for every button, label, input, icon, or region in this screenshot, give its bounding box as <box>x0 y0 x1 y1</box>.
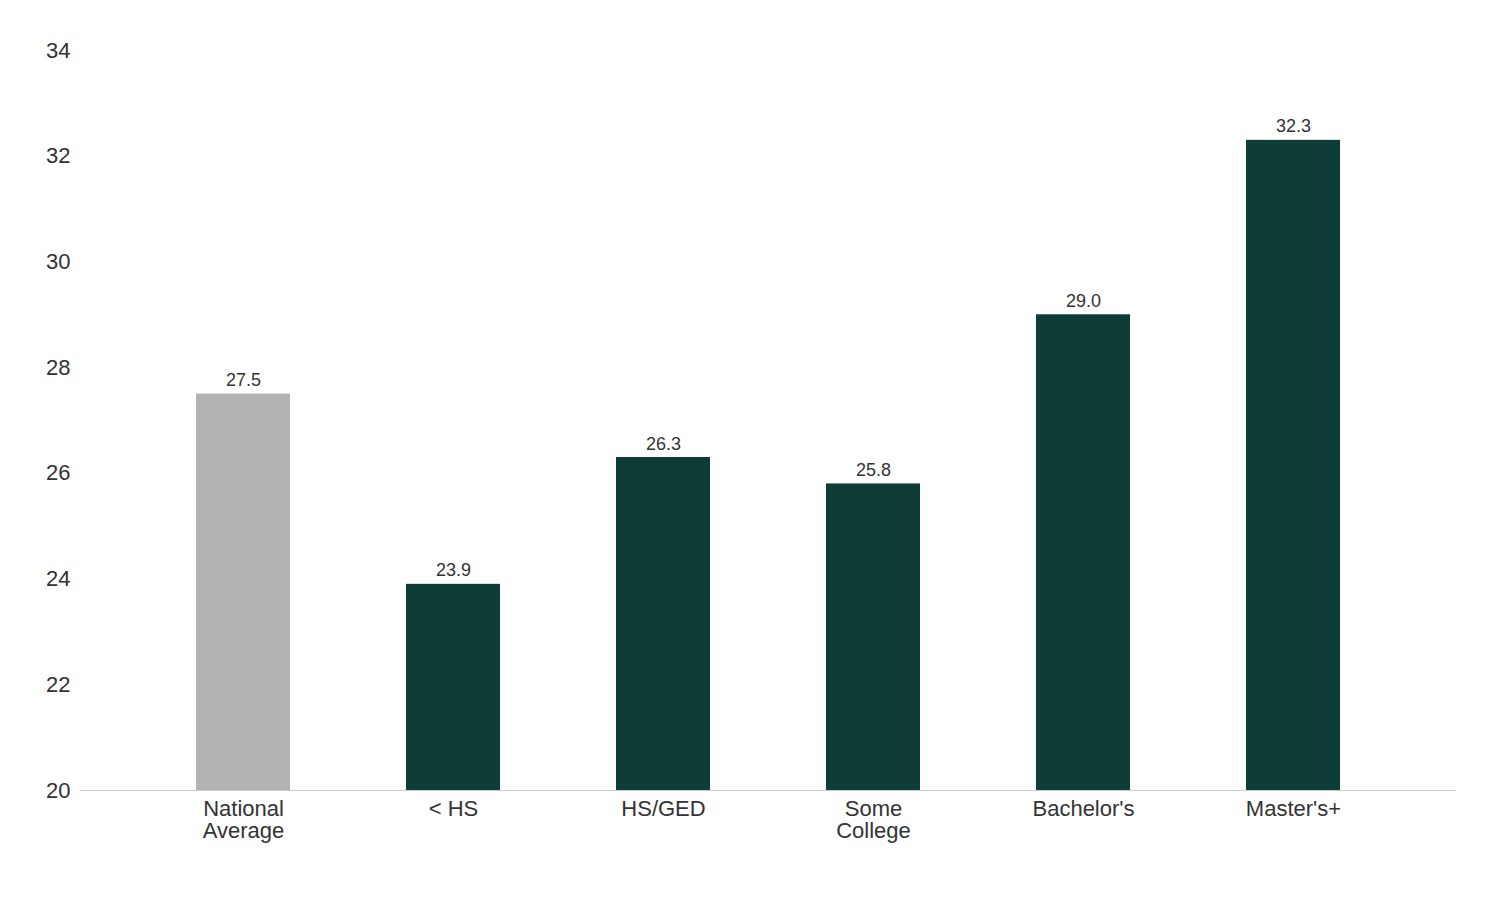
svg-text:< HS: < HS <box>429 796 479 821</box>
svg-text:32: 32 <box>46 143 70 168</box>
svg-text:28: 28 <box>46 355 70 380</box>
svg-text:32.3: 32.3 <box>1276 116 1311 136</box>
svg-text:23.9: 23.9 <box>436 560 471 580</box>
svg-text:26: 26 <box>46 460 70 485</box>
svg-text:22: 22 <box>46 672 70 697</box>
svg-text:29.0: 29.0 <box>1066 291 1101 311</box>
svg-text:NationalAverage: NationalAverage <box>203 796 285 843</box>
svg-text:25.8: 25.8 <box>856 460 891 480</box>
svg-text:HS/GED: HS/GED <box>621 796 705 821</box>
svg-text:34: 34 <box>46 38 70 63</box>
svg-text:20: 20 <box>46 778 70 803</box>
svg-text:27.5: 27.5 <box>226 370 261 390</box>
svg-text:30: 30 <box>46 249 70 274</box>
svg-text:SomeCollege: SomeCollege <box>836 796 911 843</box>
svg-text:Bachelor's: Bachelor's <box>1032 796 1134 821</box>
svg-text:Master's+: Master's+ <box>1246 796 1341 821</box>
svg-text:26.3: 26.3 <box>646 434 681 454</box>
svg-text:24: 24 <box>46 566 70 591</box>
